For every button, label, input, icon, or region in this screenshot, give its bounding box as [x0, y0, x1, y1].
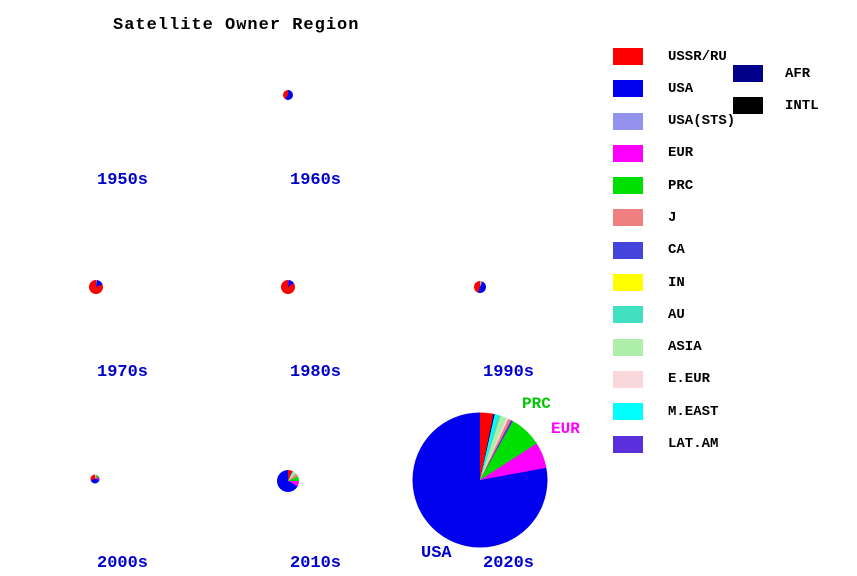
legend-item-ca: CA [613, 241, 735, 259]
legend-column-left: USSR/RU USA USA(STS) EUR PRC J CA IN AU ASIA E.EUR… [613, 48, 735, 468]
legend-swatch-m-east [613, 403, 643, 421]
legend-label-j: J [668, 209, 677, 226]
legend-label-usa-sts: USA(STS) [668, 113, 736, 130]
legend-item-usa: USA [613, 80, 735, 98]
pie-2010s [277, 470, 299, 492]
legend-swatch-prc [613, 177, 643, 195]
legend-swatch-j [613, 209, 643, 227]
legend-label-eur: EUR [668, 145, 694, 162]
pie-2000s [90, 474, 100, 484]
legend-item-prc: PRC [613, 177, 735, 195]
legend-swatch-asia [613, 338, 643, 356]
decade-label-2020s: 2020s [483, 554, 535, 573]
legend-label-intl: INTL [785, 97, 819, 114]
legend-label-ca: CA [668, 242, 685, 259]
chart-title: Satellite Owner Region [113, 16, 360, 35]
decade-label-1990s: 1990s [483, 363, 535, 382]
legend-item-j: J [613, 209, 735, 227]
legend-swatch-ca [613, 241, 643, 259]
legend-item-lat-am: LAT.AM [613, 435, 735, 453]
legend-label-afr: AFR [785, 65, 811, 82]
legend-swatch-in [613, 274, 643, 292]
legend-swatch-au [613, 306, 643, 324]
legend-item-m-east: M.EAST [613, 403, 735, 421]
pie-1970s [89, 280, 103, 294]
pie-annotation-prc: PRC [522, 395, 551, 413]
legend-label-prc: PRC [668, 177, 694, 194]
legend-swatch-usa-sts [613, 112, 643, 130]
pie-annotation-usa: USA [421, 544, 452, 563]
legend-swatch-e-eur [613, 370, 643, 388]
legend-swatch-intl [733, 97, 763, 114]
legend-label-lat-am: LAT.AM [668, 436, 719, 453]
legend-item-intl: INTL [733, 97, 819, 114]
legend-swatch-lat-am [613, 435, 643, 453]
pie-1960s [283, 90, 293, 100]
legend-item-asia: ASIA [613, 338, 735, 356]
legend-item-usa-sts: USA(STS) [613, 112, 736, 130]
legend-label-asia: ASIA [668, 339, 702, 356]
legend-item-au: AU [613, 306, 735, 324]
pie-1990s [474, 281, 486, 293]
legend-swatch-afr [733, 65, 763, 82]
legend-swatch-eur [613, 144, 643, 162]
legend-column-right: AFR INTL [733, 65, 819, 129]
legend-label-in: IN [668, 274, 685, 291]
decade-label-1970s: 1970s [97, 363, 149, 382]
legend-item-afr: AFR [733, 65, 819, 82]
decade-label-1960s: 1960s [290, 171, 342, 190]
legend-label-usa: USA [668, 80, 694, 97]
legend-item-eur: EUR [613, 144, 735, 162]
decade-label-1980s: 1980s [290, 363, 342, 382]
legend-swatch-usa [613, 80, 643, 98]
legend-item-e-eur: E.EUR [613, 370, 735, 388]
legend-label-e-eur: E.EUR [668, 371, 711, 388]
decade-label-2000s: 2000s [97, 554, 149, 573]
pie-2020s [412, 412, 548, 548]
pie-1980s [281, 280, 295, 294]
decade-label-1950s: 1950s [97, 171, 149, 190]
legend-item-ussr-ru: USSR/RU [613, 48, 735, 65]
legend-swatch-ussr-ru [613, 48, 643, 65]
legend-item-in: IN [613, 274, 735, 292]
decade-label-2010s: 2010s [290, 554, 342, 573]
legend-label-au: AU [668, 306, 685, 323]
legend-label-ussr-ru: USSR/RU [668, 48, 727, 65]
pie-annotation-eur: EUR [551, 420, 580, 438]
legend-label-m-east: M.EAST [668, 403, 719, 420]
